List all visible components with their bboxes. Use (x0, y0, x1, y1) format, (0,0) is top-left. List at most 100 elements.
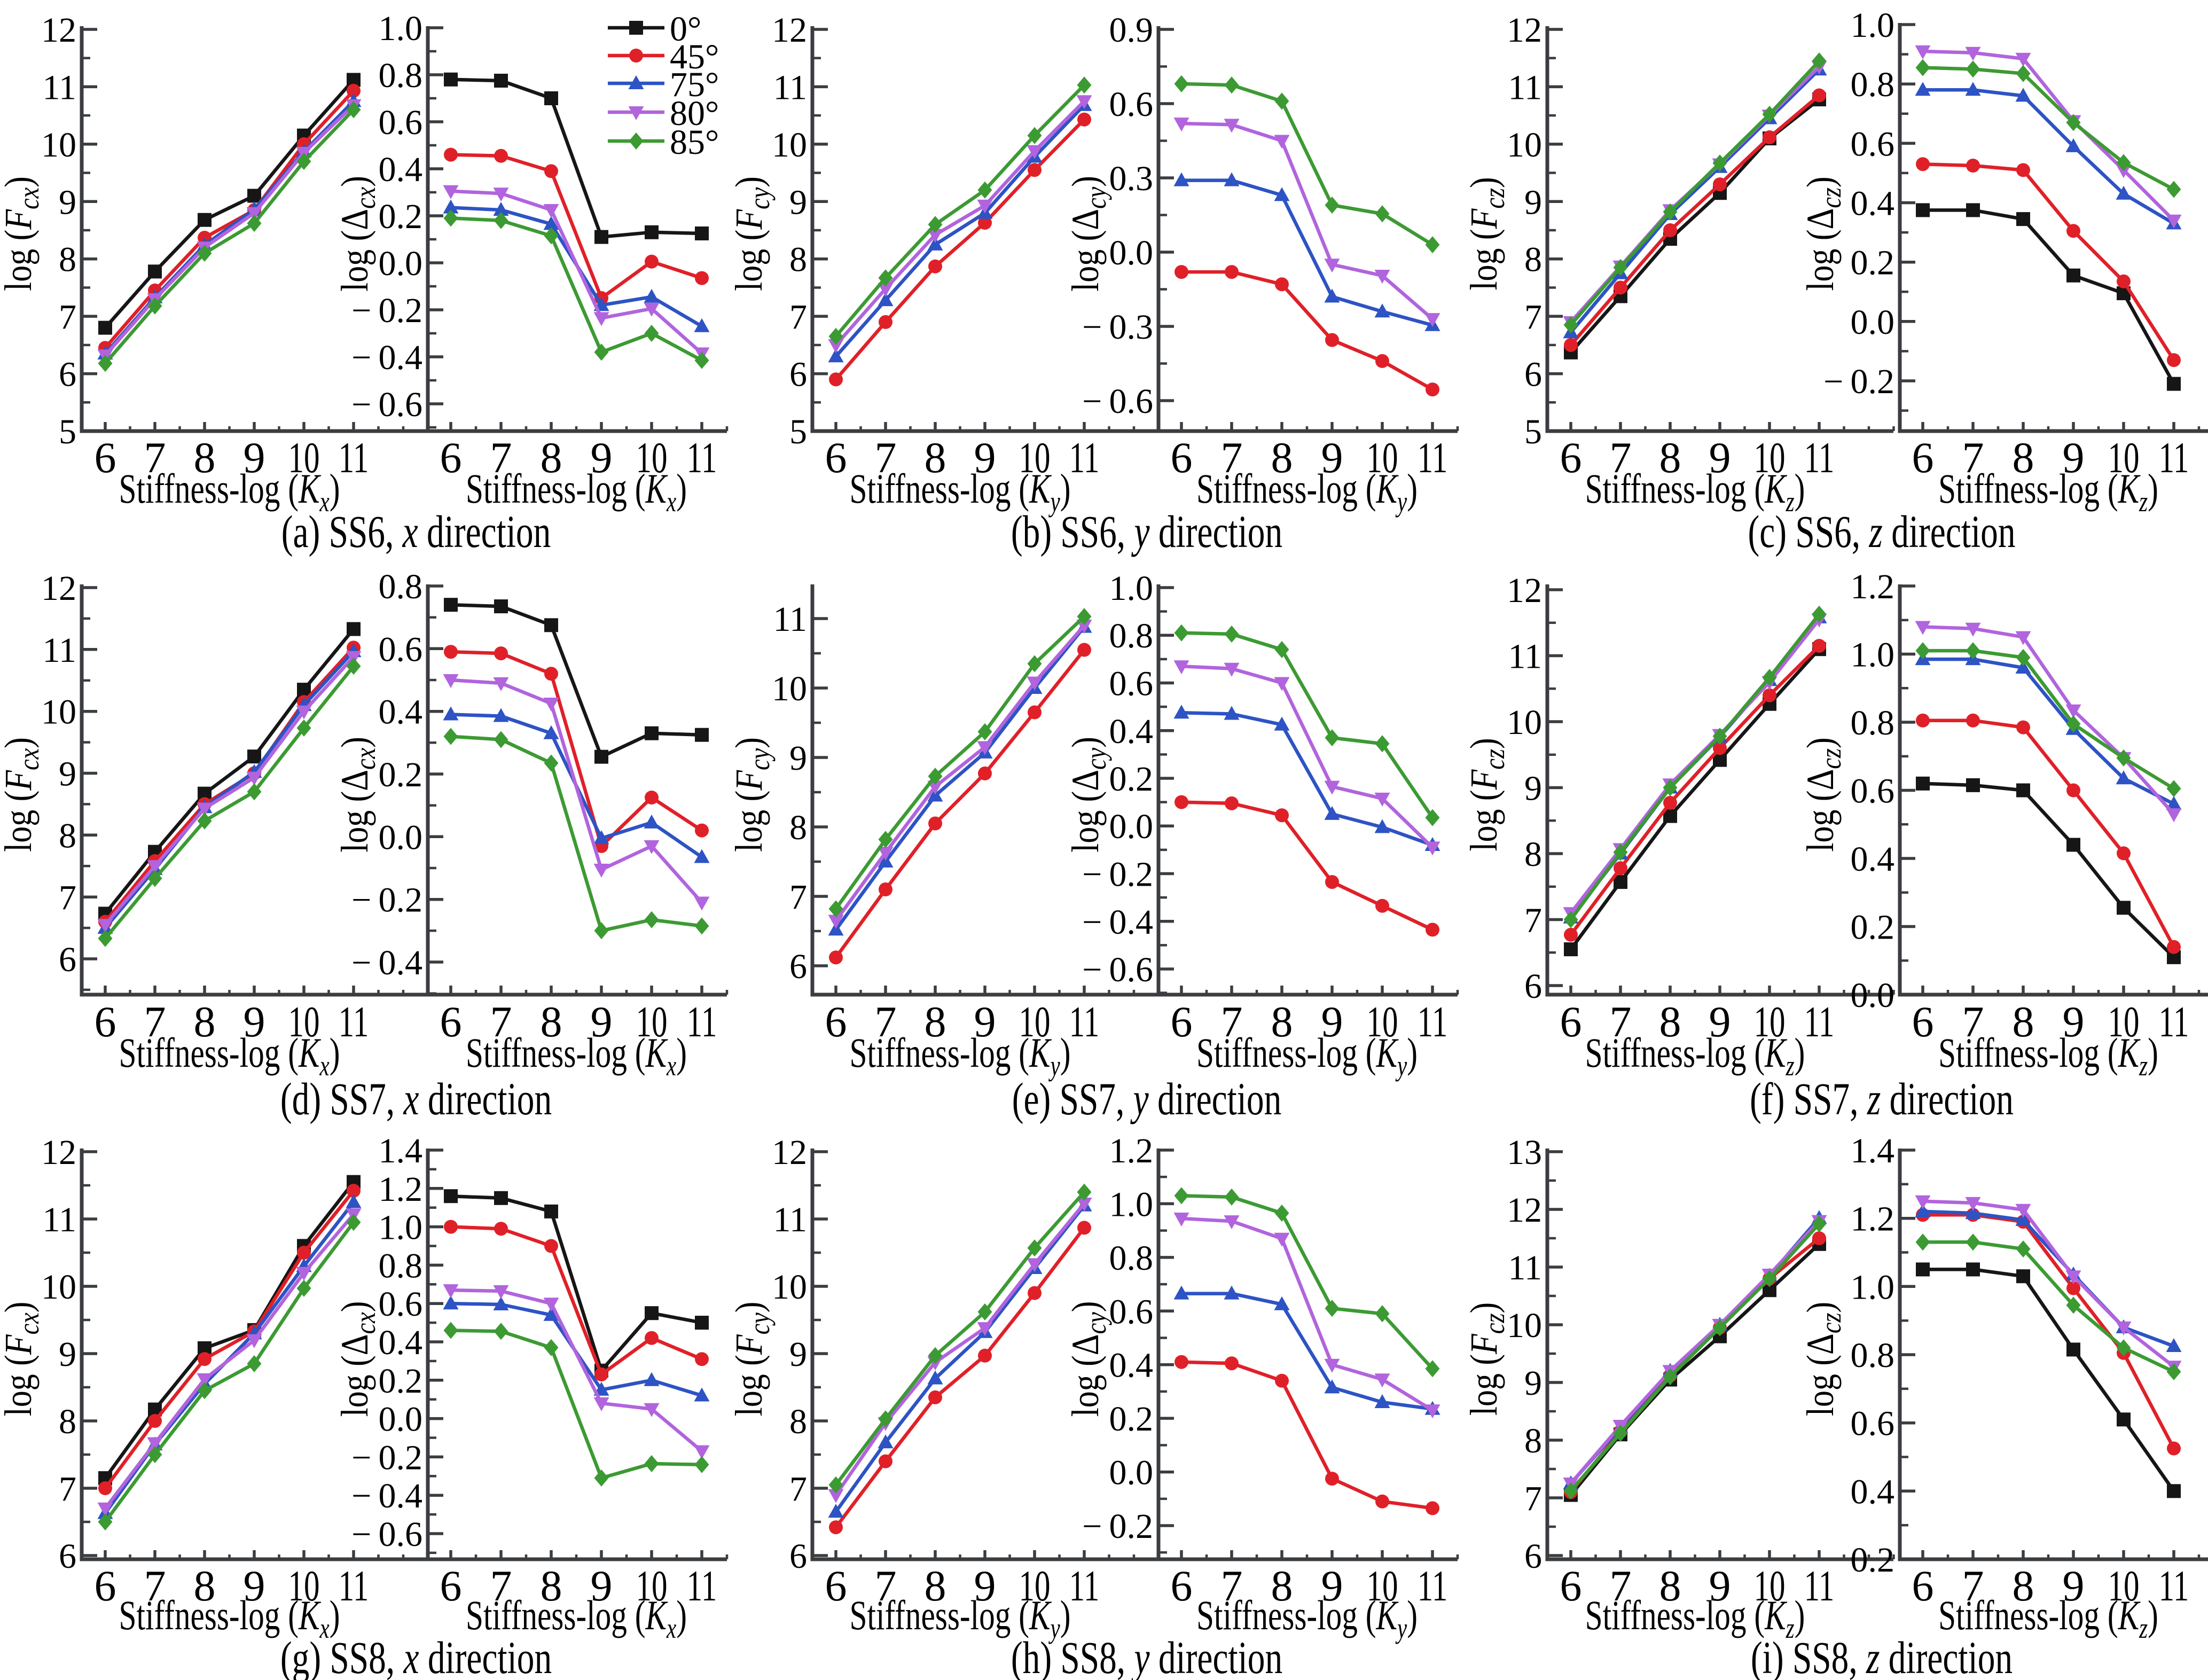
svg-text:7: 7 (1962, 997, 1984, 1046)
svg-text:11: 11 (1069, 1562, 1100, 1611)
svg-text:10: 10 (2108, 434, 2139, 482)
svg-text:0.2: 0.2 (1851, 244, 1895, 283)
svg-text:8: 8 (194, 997, 216, 1046)
svg-text:7: 7 (1524, 901, 1542, 940)
svg-text:0.0: 0.0 (379, 818, 423, 857)
svg-text:7: 7 (1610, 433, 1632, 482)
svg-text:1.2: 1.2 (1851, 1200, 1895, 1239)
svg-text:6: 6 (789, 947, 807, 986)
svg-text:7: 7 (144, 1561, 166, 1610)
svg-text:0.2: 0.2 (1851, 1541, 1895, 1580)
svg-text:11: 11 (773, 68, 807, 107)
svg-text:9: 9 (1321, 997, 1343, 1046)
svg-text:Stiffness-log (Ky): Stiffness-log (Ky) (1196, 465, 1418, 518)
svg-text:Stiffness-log (Kz): Stiffness-log (Kz) (1585, 1029, 1805, 1082)
svg-text:45°: 45° (670, 37, 719, 76)
svg-text:6: 6 (1171, 1561, 1193, 1610)
svg-text:0.0: 0.0 (1109, 233, 1154, 272)
svg-text:0.8: 0.8 (1851, 1336, 1895, 1375)
svg-text:10: 10 (1019, 998, 1050, 1046)
svg-text:− 0.6: − 0.6 (1082, 382, 1153, 421)
svg-text:7: 7 (59, 1470, 76, 1509)
svg-text:7: 7 (144, 997, 166, 1046)
svg-text:(i) SS8, z direction: (i) SS8, z direction (1751, 1632, 2013, 1680)
svg-text:10: 10 (41, 126, 76, 165)
svg-text:6: 6 (440, 433, 462, 482)
svg-text:85°: 85° (670, 123, 719, 162)
svg-text:1.0: 1.0 (1109, 1185, 1154, 1224)
svg-text:− 0.6: − 0.6 (351, 385, 422, 424)
svg-text:6: 6 (95, 997, 116, 1046)
svg-text:Stiffness-log (Kz): Stiffness-log (Kz) (1938, 1029, 2158, 1082)
svg-text:0.2: 0.2 (1109, 1400, 1154, 1439)
svg-text:0.8: 0.8 (1851, 65, 1895, 104)
svg-text:6: 6 (95, 1561, 116, 1610)
svg-text:0.2: 0.2 (379, 755, 423, 794)
svg-text:(c) SS6, z direction: (c) SS6, z direction (1748, 506, 2016, 557)
svg-text:11: 11 (1418, 1562, 1448, 1611)
svg-text:10: 10 (288, 434, 319, 482)
svg-text:11: 11 (1069, 434, 1100, 482)
svg-text:7: 7 (59, 878, 76, 917)
svg-text:0.8: 0.8 (379, 1246, 423, 1285)
svg-text:0.6: 0.6 (1851, 124, 1895, 163)
svg-text:6: 6 (440, 1561, 462, 1610)
svg-text:12: 12 (41, 569, 76, 608)
svg-text:0.6: 0.6 (379, 1285, 423, 1324)
svg-text:− 0.2: − 0.2 (1082, 1507, 1153, 1546)
svg-text:11: 11 (687, 998, 717, 1046)
svg-text:Stiffness-log (Kx): Stiffness-log (Kx) (466, 465, 687, 518)
svg-text:9: 9 (1709, 433, 1731, 482)
svg-text:11: 11 (1508, 1248, 1542, 1287)
svg-text:12: 12 (772, 11, 807, 50)
svg-text:log (Δcy): log (Δcy) (1064, 1301, 1112, 1417)
svg-text:− 0.3: − 0.3 (1082, 308, 1153, 347)
svg-text:11: 11 (1508, 637, 1542, 676)
svg-text:9: 9 (1321, 433, 1343, 482)
svg-text:10: 10 (288, 998, 319, 1046)
svg-text:6: 6 (1524, 355, 1542, 394)
svg-text:6: 6 (59, 1537, 76, 1576)
svg-text:9: 9 (1524, 1364, 1542, 1403)
svg-text:9: 9 (1524, 183, 1542, 222)
svg-text:9: 9 (2063, 433, 2085, 482)
svg-text:− 0.2: − 0.2 (1082, 855, 1153, 894)
svg-text:11: 11 (1804, 434, 1835, 482)
svg-text:0.0: 0.0 (1109, 807, 1154, 846)
svg-text:11: 11 (42, 1200, 76, 1239)
svg-text:11: 11 (773, 1200, 807, 1239)
svg-text:1.0: 1.0 (1109, 569, 1154, 608)
svg-text:9: 9 (244, 997, 265, 1046)
svg-text:6: 6 (95, 433, 116, 482)
svg-text:10: 10 (288, 1562, 319, 1611)
svg-text:7: 7 (1610, 1561, 1632, 1610)
svg-text:8: 8 (541, 997, 562, 1046)
svg-text:10: 10 (772, 669, 807, 708)
svg-text:0.4: 0.4 (1109, 1346, 1154, 1385)
svg-text:11: 11 (339, 434, 369, 482)
svg-text:Stiffness-log (Kx): Stiffness-log (Kx) (119, 1029, 340, 1082)
svg-text:9: 9 (591, 1561, 613, 1610)
svg-text:8: 8 (789, 240, 807, 279)
svg-text:6: 6 (1171, 433, 1193, 482)
svg-text:11: 11 (773, 600, 807, 639)
svg-text:log (Δcy): log (Δcy) (1064, 176, 1112, 292)
svg-text:9: 9 (244, 433, 265, 482)
svg-text:0.4: 0.4 (379, 1323, 423, 1362)
svg-text:Stiffness-log (Kz): Stiffness-log (Kz) (1938, 465, 2158, 518)
svg-text:1.4: 1.4 (1851, 1131, 1895, 1170)
svg-text:Stiffness-log (Kz): Stiffness-log (Kz) (1938, 1592, 2158, 1644)
svg-text:6: 6 (59, 940, 76, 979)
svg-text:0.2: 0.2 (1109, 760, 1154, 799)
svg-text:10: 10 (41, 693, 76, 732)
svg-text:Stiffness-log (Kz): Stiffness-log (Kz) (1585, 1592, 1805, 1644)
svg-text:(f) SS7, z direction: (f) SS7, z direction (1750, 1073, 2014, 1124)
svg-text:0.4: 0.4 (1109, 712, 1154, 751)
svg-text:8: 8 (1659, 433, 1681, 482)
svg-text:0.2: 0.2 (379, 197, 423, 236)
svg-text:− 0.2: − 0.2 (351, 291, 422, 330)
svg-text:9: 9 (59, 1335, 76, 1374)
svg-text:9: 9 (591, 997, 613, 1046)
svg-text:(b) SS6, y direction: (b) SS6, y direction (1011, 506, 1282, 557)
svg-text:6: 6 (1912, 1561, 1934, 1610)
